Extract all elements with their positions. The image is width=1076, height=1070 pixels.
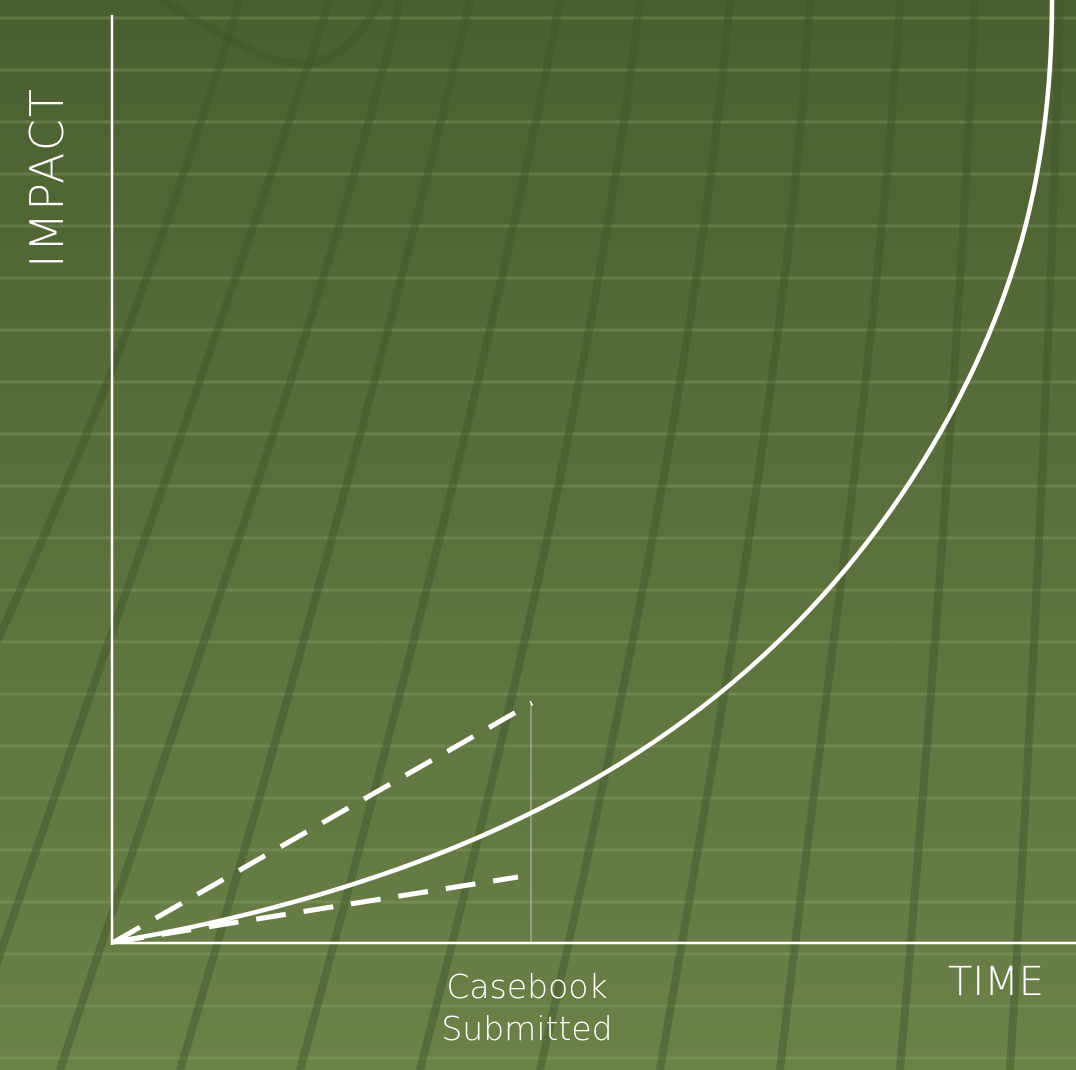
axes <box>110 15 1076 945</box>
background-curve <box>1006 0 1064 1070</box>
background-curve <box>0 0 334 967</box>
y-axis-label: IMPACT <box>20 87 74 268</box>
lower-dashed-line <box>113 874 519 945</box>
x-axis-label: TIME <box>948 959 1045 1005</box>
impact-growth-curve <box>111 0 1055 945</box>
background-curve <box>896 0 979 1070</box>
background-curve <box>296 0 564 1070</box>
background-curve <box>158 0 384 68</box>
background-curve <box>656 0 814 1070</box>
casebook-submitted-label: Casebook Submitted <box>441 967 613 1049</box>
background-curve <box>536 0 734 1070</box>
background-curve <box>56 0 404 1070</box>
upper-dashed-line <box>112 700 534 945</box>
background-curve <box>0 0 244 645</box>
background-curve <box>416 0 644 1070</box>
background-curve <box>176 0 474 1070</box>
background-stripes <box>0 16 1076 1060</box>
background-curve <box>776 0 904 1070</box>
